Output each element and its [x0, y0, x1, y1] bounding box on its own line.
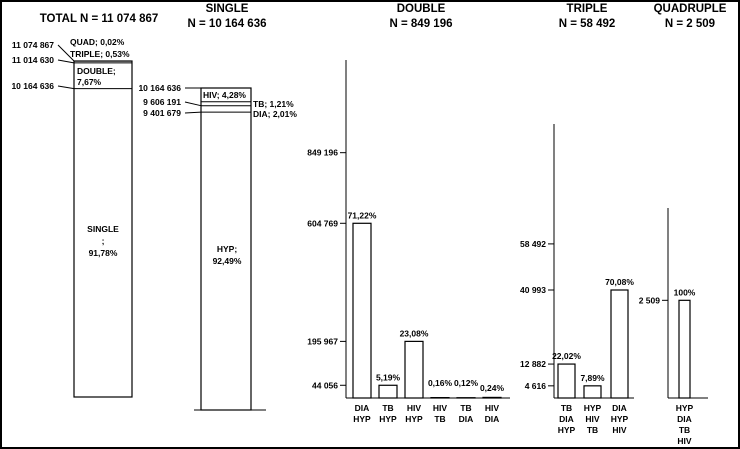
double-chart-title: DOUBLE: [397, 3, 446, 15]
double-chart-data-label: 0,12%: [454, 378, 479, 388]
double-chart-tick-label: 195 967: [307, 336, 338, 346]
segment-label-triple: TRIPLE; 0,53%: [70, 49, 130, 59]
triple-chart-tick-label: 12 882: [520, 359, 546, 369]
quadruple-chart-tick-label: 2 509: [639, 295, 661, 305]
double-chart-data-label: 0,24%: [480, 383, 505, 393]
double-chart-category-label: TB DIA: [459, 403, 474, 424]
triple-chart-data-label: 7,89%: [580, 373, 605, 383]
triple-chart-tick-label: 58 492: [520, 239, 546, 249]
segment-label-dia: DIA; 2,01%: [253, 109, 297, 119]
single-tick-line: [184, 111, 202, 114]
double-chart-data-label: 0,16%: [428, 378, 453, 388]
single-tick-label: 9 401 679: [143, 108, 181, 118]
triple-chart-bar: [557, 363, 576, 399]
segment-label-quad: QUAD; 0,02%: [70, 37, 125, 47]
triple-chart-data-label: 22,02%: [552, 351, 581, 361]
single-tick-label: 10 164 636: [138, 83, 181, 93]
double-chart-bar: [404, 340, 424, 399]
double-chart-data-label: 23,08%: [400, 328, 429, 338]
double-chart-category-label: HIV HYP: [405, 403, 423, 424]
triple-chart-category-label: TB DIA HYP: [558, 403, 576, 435]
double-chart-category-label: DIA HYP: [353, 403, 371, 424]
total-tick-label: 11 014 630: [12, 55, 54, 65]
total-tick-line: [57, 85, 75, 90]
single-chart-title: SINGLE: [206, 3, 249, 15]
double-chart-tick-label: 44 056: [312, 380, 338, 390]
triple-chart-bar: [610, 289, 629, 399]
segment-label-tb: TB; 1,21%: [253, 99, 294, 109]
quadruple-chart-title: QUADRUPLE: [654, 3, 727, 15]
double-chart-category-label: HIV TB: [433, 403, 448, 424]
segment-label-hiv: HIV; 4,28%: [203, 90, 246, 100]
total-tick-label: 10 164 636: [11, 81, 54, 91]
triple-chart-tick-label: 4 616: [525, 381, 547, 391]
double-chart-bar: [378, 384, 398, 399]
quadruple-chart-bar: [678, 299, 691, 399]
single-tick-label: 9 606 191: [143, 97, 181, 107]
triple-chart-tick-label: 40 993: [520, 285, 546, 295]
total-tick-line: [57, 44, 75, 62]
double-chart-total: N = 849 196: [390, 18, 453, 30]
quadruple-chart-total: N = 2 509: [665, 18, 715, 30]
quadruple-chart-category-label: HYP DIA TB HIV: [676, 403, 694, 446]
triple-chart-data-label: 70,08%: [605, 277, 634, 287]
total-bar: [73, 60, 133, 398]
double-chart-tick-label: 849 196: [307, 148, 338, 158]
single-tick-line: [184, 101, 202, 107]
triple-chart-category-label: DIA HYP HIV: [611, 403, 629, 435]
quadruple-chart-data-label: 100%: [674, 287, 696, 297]
double-chart-bar: [352, 222, 372, 399]
triple-chart-bar: [583, 385, 602, 399]
segment-label-hyp: HYP; 92,49%: [213, 244, 242, 266]
double-chart-data-label: 5,19%: [376, 372, 401, 382]
total-tick-label: 11 074 867: [12, 40, 54, 50]
single-chart-total: N = 10 164 636: [188, 18, 267, 30]
total-chart-title: TOTAL N = 11 074 867: [40, 13, 159, 25]
triple-chart-category-label: HYP HIV TB: [584, 403, 602, 435]
double-chart-tick-label: 604 769: [307, 218, 338, 228]
total-tick-line: [57, 59, 75, 64]
triple-chart-title: TRIPLE: [567, 3, 608, 15]
triple-chart-total: N = 58 492: [559, 18, 616, 30]
single-bar: [200, 87, 252, 411]
segment-label-single: SINGLE; 91,78%: [87, 224, 119, 258]
double-chart-bar: [482, 396, 502, 399]
double-chart-data-label: 71,22%: [348, 210, 377, 220]
double-chart-category-label: HIV DIA: [485, 403, 500, 424]
double-chart-category-label: TB HYP: [379, 403, 397, 424]
segment-label-double: DOUBLE; 7,67%: [77, 66, 116, 87]
